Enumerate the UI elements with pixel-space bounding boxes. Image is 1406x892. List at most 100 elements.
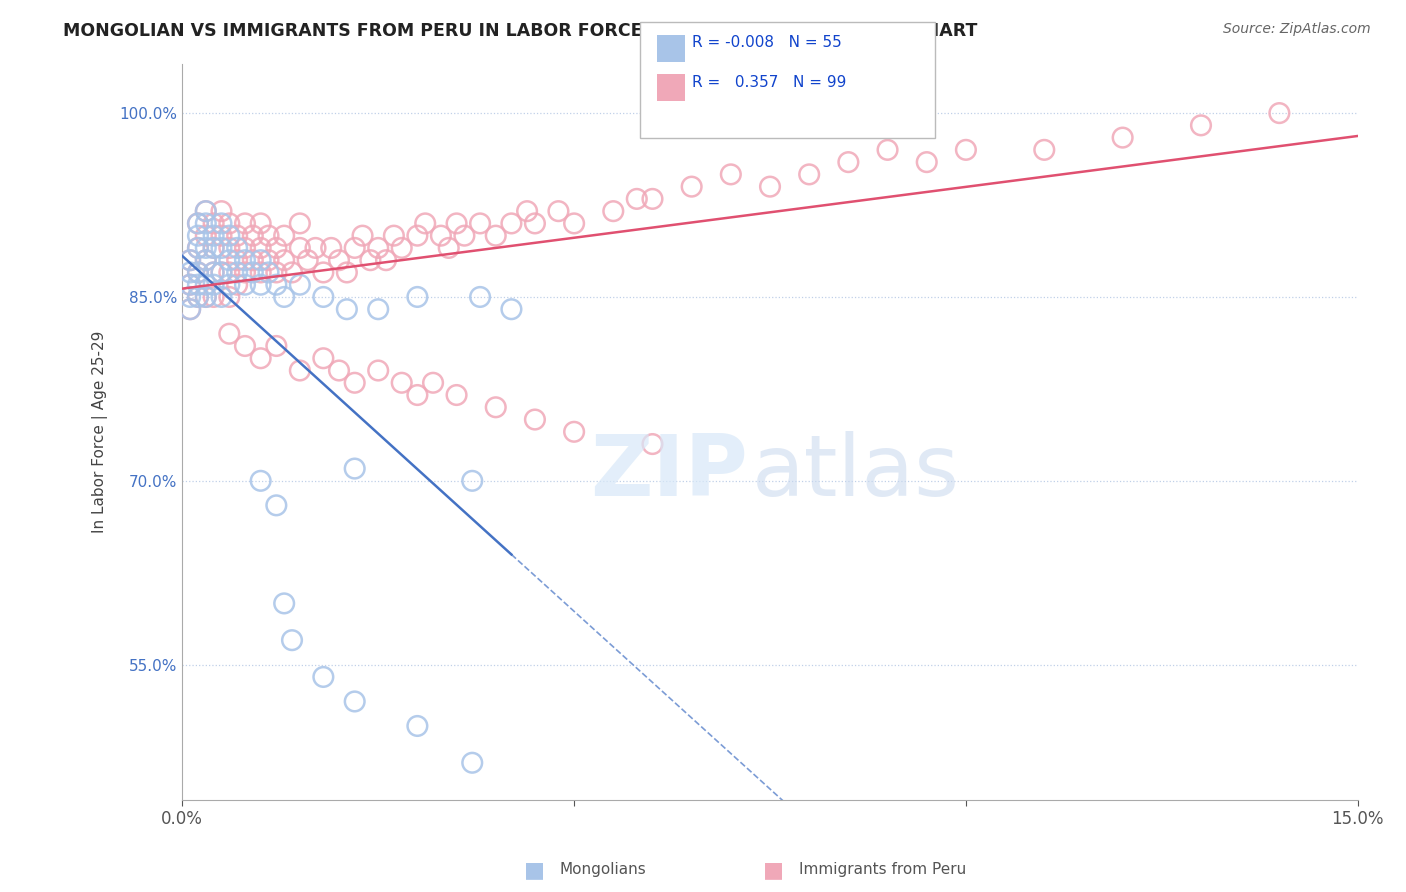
Y-axis label: In Labor Force | Age 25-29: In Labor Force | Age 25-29 [93,331,108,533]
Point [547,204,569,219]
Point [273,596,295,610]
Point [281,633,304,648]
Point [955,143,977,157]
Point [194,216,217,230]
Point [297,253,319,268]
Point [501,302,523,317]
Point [249,216,271,230]
Point [602,204,624,219]
Point [187,290,209,304]
Point [1111,130,1133,145]
Point [211,241,233,255]
Point [321,241,343,255]
Point [194,241,217,255]
Point [915,155,938,169]
Point [218,277,240,292]
Point [336,302,359,317]
Point [242,253,264,268]
Point [211,204,233,219]
Point [562,216,585,230]
Point [382,228,405,243]
Point [202,228,225,243]
Point [288,277,311,292]
Point [485,228,508,243]
Point [266,265,288,279]
Point [194,204,217,219]
Point [249,474,271,488]
Point [211,216,233,230]
Point [242,265,264,279]
Point [211,265,233,279]
Point [226,253,249,268]
Point [446,388,468,402]
Point [202,241,225,255]
Point [218,326,240,341]
Point [720,167,742,181]
Point [562,425,585,439]
Point [468,290,491,304]
Point [799,167,821,181]
Point [194,277,217,292]
Text: atlas: atlas [752,431,960,515]
Text: R =   0.357   N = 99: R = 0.357 N = 99 [692,75,846,89]
Point [233,277,256,292]
Point [367,363,389,377]
Point [266,241,288,255]
Point [233,216,256,230]
Point [202,216,225,230]
Point [1189,119,1212,133]
Point [485,401,508,415]
Point [179,253,201,268]
Point [641,437,664,451]
Point [266,499,288,513]
Point [328,363,350,377]
Point [406,290,429,304]
Point [202,265,225,279]
Point [391,376,413,390]
Point [233,265,256,279]
Point [1033,143,1056,157]
Point [523,216,546,230]
Point [179,290,201,304]
Point [273,290,295,304]
Point [343,241,366,255]
Point [211,265,233,279]
Point [288,216,311,230]
Point [759,179,782,194]
Point [328,253,350,268]
Point [1268,106,1291,120]
Point [257,228,280,243]
Point [179,277,201,292]
Point [837,155,859,169]
Point [249,277,271,292]
Point [281,265,304,279]
Point [288,363,311,377]
Point [218,228,240,243]
Point [233,253,256,268]
Point [226,265,249,279]
Point [266,339,288,353]
Text: MONGOLIAN VS IMMIGRANTS FROM PERU IN LABOR FORCE | AGE 25-29 CORRELATION CHART: MONGOLIAN VS IMMIGRANTS FROM PERU IN LAB… [63,22,977,40]
Point [218,216,240,230]
Point [179,253,201,268]
Point [226,277,249,292]
Point [194,290,217,304]
Point [233,339,256,353]
Point [233,241,256,255]
Point [359,253,381,268]
Point [218,265,240,279]
Point [202,277,225,292]
Point [391,241,413,255]
Point [187,265,209,279]
Point [273,253,295,268]
Point [194,253,217,268]
Point [375,253,398,268]
Text: ■: ■ [524,860,544,880]
Point [249,241,271,255]
Point [202,290,225,304]
Point [179,277,201,292]
Point [352,228,374,243]
Point [187,216,209,230]
Point [343,694,366,708]
Point [218,241,240,255]
